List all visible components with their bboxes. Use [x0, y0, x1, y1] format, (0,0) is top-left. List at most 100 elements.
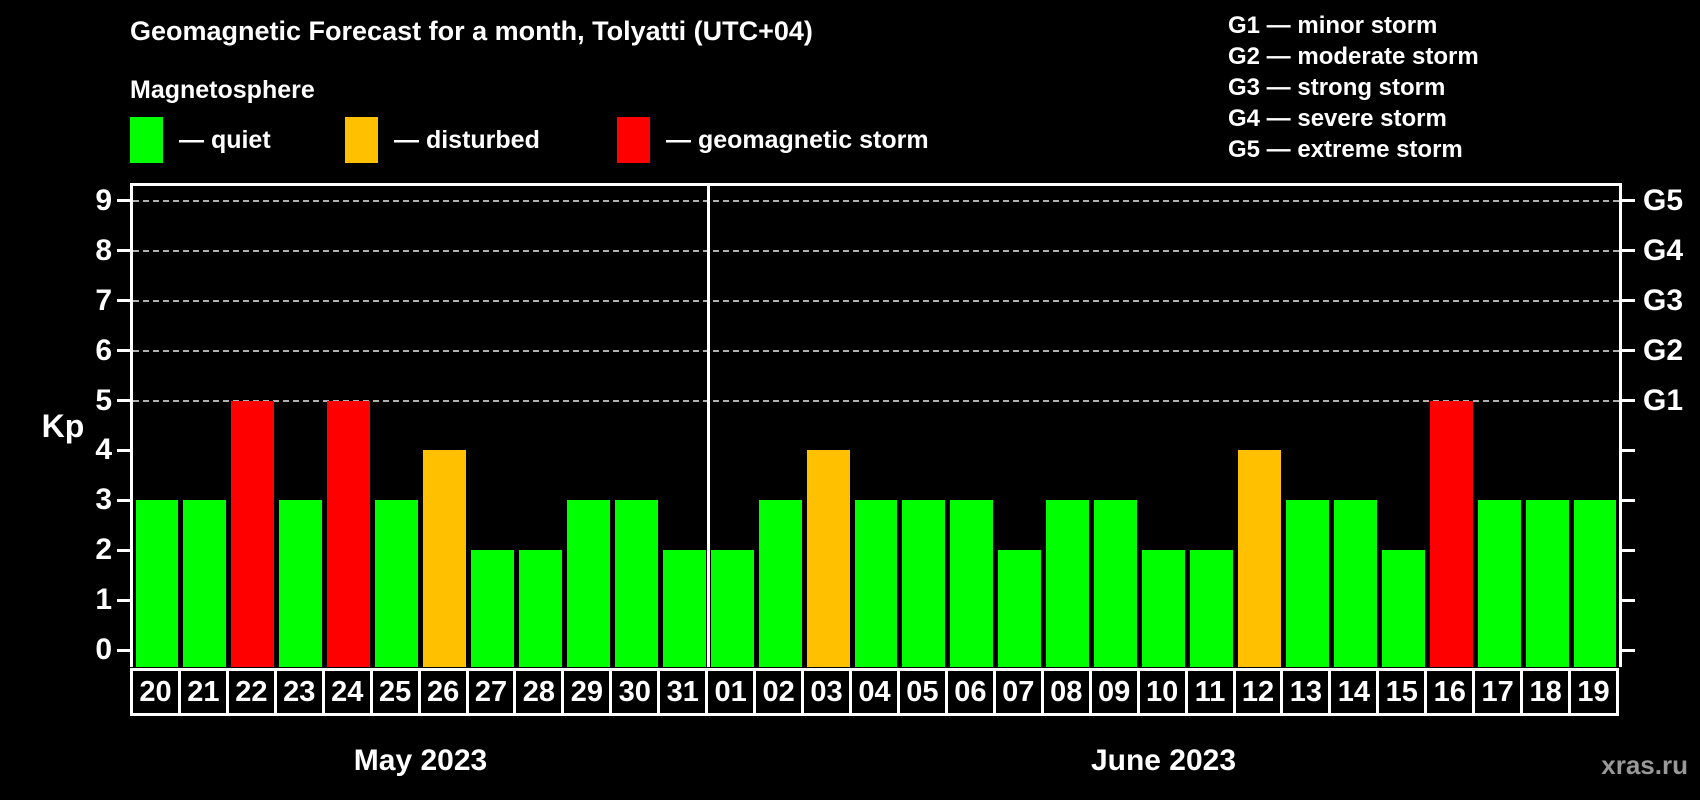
day-label-09: 09: [1088, 668, 1140, 716]
right-axis-tick: [1622, 249, 1635, 253]
right-axis-tick: [1622, 648, 1635, 652]
day-label-23: 23: [273, 668, 325, 716]
kp-bar-day-16: [1429, 400, 1473, 667]
right-axis-tick: [1622, 399, 1635, 402]
kp-bar-day-13: [1285, 500, 1329, 667]
disturbed-color-swatch: [345, 117, 378, 163]
y-axis-tick: [117, 349, 130, 353]
right-axis-tick: [1622, 498, 1635, 502]
kp-bar-day-27: [471, 550, 514, 667]
quiet-color-swatch: [130, 117, 163, 163]
y-axis-tick: [117, 648, 130, 652]
kp-bar-day-18: [1525, 500, 1569, 667]
day-label-31: 31: [657, 668, 709, 716]
kp-bar-day-09: [1094, 500, 1138, 667]
y-axis-tick-label: 3: [95, 483, 112, 517]
right-axis-label-g4: G4: [1643, 233, 1684, 267]
kp-bar-day-04: [854, 500, 898, 667]
kp-bar-day-14: [1333, 500, 1377, 667]
right-axis-tick: [1622, 299, 1635, 303]
kp-bar-day-20: [135, 500, 179, 667]
legend-item-disturbed: — disturbed: [345, 116, 540, 164]
right-axis-tick: [1622, 548, 1635, 552]
kp-bar-day-22: [231, 400, 275, 667]
legend-item-label: — geomagnetic storm: [666, 125, 929, 154]
y-axis-title: Kp: [41, 408, 85, 444]
day-label-21: 21: [177, 668, 229, 716]
right-axis-label-g3: G3: [1643, 283, 1684, 317]
right-axis-tick: [1622, 598, 1635, 602]
storm-scale-legend-line: G3 — strong storm: [1228, 74, 1446, 101]
y-axis-tick-label: 2: [95, 533, 112, 567]
kp-bar-day-21: [183, 500, 227, 667]
kp-bar-day-11: [1190, 550, 1233, 667]
y-axis-tick: [117, 548, 130, 552]
y-axis-tick: [117, 299, 130, 303]
y-axis-tick: [117, 448, 130, 452]
magnetosphere-legend-title: Magnetosphere: [130, 76, 315, 104]
right-axis-label-g1: G1: [1643, 383, 1684, 417]
kp-bar-day-29: [566, 500, 610, 667]
y-axis-tick: [117, 498, 130, 502]
right-axis-label-g2: G2: [1643, 333, 1684, 367]
legend-item-storm: — geomagnetic storm: [617, 116, 929, 164]
day-label-30: 30: [609, 668, 661, 716]
kp-bar-day-17: [1477, 500, 1521, 667]
day-label-06: 06: [944, 668, 996, 716]
kp-bar-day-23: [279, 500, 323, 667]
right-axis-tick: [1622, 199, 1635, 203]
y-axis-tick-label: 7: [95, 283, 112, 317]
y-axis-tick-label: 0: [95, 633, 112, 666]
day-label-17: 17: [1472, 668, 1524, 716]
page-title: Geomagnetic Forecast for a month, Tolyat…: [130, 16, 813, 46]
kp-bar-day-25: [375, 500, 419, 667]
day-label-03: 03: [801, 668, 853, 716]
kp-bar-day-05: [902, 500, 946, 667]
day-label-22: 22: [225, 668, 277, 716]
day-label-08: 08: [1040, 668, 1092, 716]
day-label-26: 26: [417, 668, 469, 716]
legend-item-label: — disturbed: [394, 125, 540, 154]
right-axis-tick: [1622, 349, 1635, 353]
y-axis-tick: [117, 199, 130, 203]
legend-item-quiet: — quiet: [130, 116, 271, 164]
kp-bar-day-15: [1381, 550, 1425, 667]
day-label-28: 28: [513, 668, 565, 716]
day-label-18: 18: [1520, 668, 1572, 716]
day-label-20: 20: [130, 668, 181, 716]
day-label-19: 19: [1568, 668, 1619, 716]
gridline-kp8: [133, 249, 1619, 252]
y-axis-tick: [117, 399, 130, 402]
storm-color-swatch: [617, 117, 650, 163]
storm-scale-legend-line: G1 — minor storm: [1228, 12, 1438, 39]
month-divider: [706, 183, 710, 667]
day-label-27: 27: [465, 668, 517, 716]
y-axis-tick-label: 1: [95, 583, 112, 617]
kp-bar-day-10: [1142, 550, 1186, 667]
day-label-29: 29: [561, 668, 613, 716]
y-axis-tick-label: 9: [95, 183, 112, 217]
y-axis-tick-label: 4: [95, 433, 112, 467]
day-label-04: 04: [849, 668, 900, 716]
day-label-14: 14: [1328, 668, 1380, 716]
day-label-12: 12: [1232, 668, 1284, 716]
y-axis-tick-label: 5: [95, 383, 112, 417]
day-label-24: 24: [321, 668, 373, 716]
kp-bar-day-06: [950, 500, 994, 667]
day-label-05: 05: [896, 668, 948, 716]
storm-scale-legend-line: G4 — severe storm: [1228, 105, 1447, 132]
day-label-01: 01: [705, 668, 757, 716]
y-axis-tick-label: 8: [95, 233, 112, 267]
kp-bar-day-19: [1573, 500, 1617, 667]
y-axis-tick: [117, 598, 130, 602]
kp-bar-day-31: [662, 550, 706, 667]
gridline-kp9: [133, 199, 1619, 202]
gridline-kp7: [133, 299, 1619, 302]
gridline-kp6: [133, 349, 1619, 352]
month-label-june: June 2023: [1090, 744, 1237, 777]
y-axis-tick: [117, 249, 130, 253]
legend-item-label: — quiet: [179, 125, 271, 154]
y-axis-tick-label: 6: [95, 333, 112, 367]
day-label-11: 11: [1184, 668, 1236, 716]
